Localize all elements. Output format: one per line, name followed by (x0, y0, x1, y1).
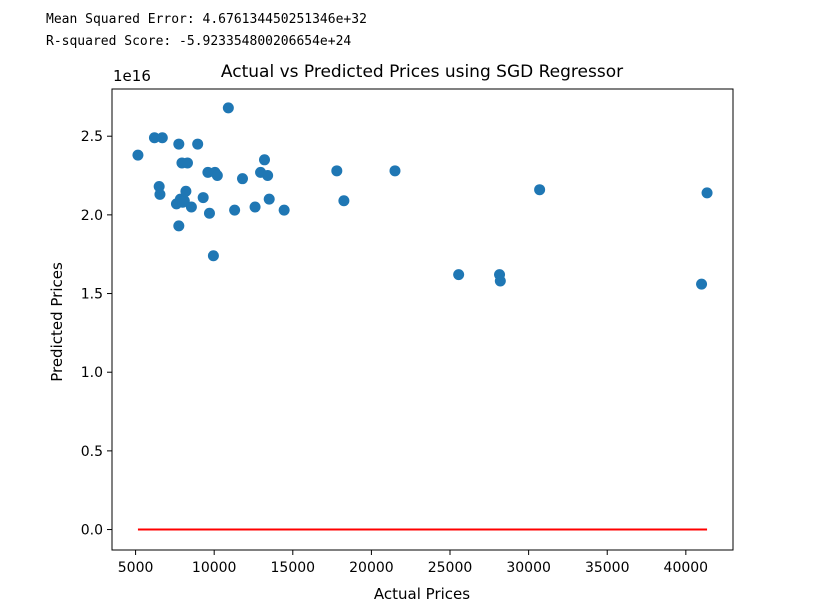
scatter-point (262, 170, 274, 182)
scatter-point (211, 170, 223, 182)
scatter-point (181, 157, 193, 169)
scatter-point (148, 132, 160, 144)
scatter-point (173, 138, 185, 150)
scatter-point (701, 187, 713, 199)
cell-output: Mean Squared Error: 4.676134450251346e+3… (46, 9, 367, 53)
y-tick-label: 0.5 (81, 444, 103, 460)
scatter-point (236, 173, 248, 185)
scatter-point (263, 193, 275, 205)
scatter-point (278, 204, 290, 216)
r2-output-line: R-squared Score: -5.923354800206654e+24 (46, 34, 352, 49)
scatter-point (180, 185, 192, 197)
scatter-point (696, 278, 708, 290)
x-tick-label: 20000 (349, 560, 394, 576)
scatter-point (331, 165, 343, 177)
scatter-point (258, 154, 270, 166)
scatter-point (203, 207, 215, 219)
plot-marks (132, 102, 713, 531)
y-tick-label: 2.5 (81, 129, 103, 145)
x-axis-label: Actual Prices (374, 585, 470, 603)
scatter-point (338, 195, 350, 207)
scatter-point (177, 196, 189, 208)
scatter-point (156, 132, 168, 144)
mse-output-line: Mean Squared Error: 4.676134450251346e+3… (46, 12, 367, 27)
scatter-point (249, 201, 261, 213)
scatter-point (229, 204, 241, 216)
scatter-point (173, 220, 185, 232)
x-tick-label: 10000 (192, 560, 237, 576)
y-tick-label: 1.5 (81, 287, 103, 303)
y-axis-ticks: 0.0 0.5 1.0 1.5 2.0 2.5 (81, 129, 112, 539)
x-tick-label: 5000 (118, 560, 154, 576)
x-tick-label: 25000 (428, 560, 473, 576)
scatter-point (494, 275, 506, 287)
scatter-point (154, 188, 166, 200)
scatter-point (197, 192, 209, 204)
scatter-point (185, 201, 197, 213)
x-tick-label: 15000 (271, 560, 316, 576)
scatter-point (534, 184, 546, 196)
y-tick-label: 2.0 (81, 208, 103, 224)
y-offset-label: 1e16 (113, 67, 151, 85)
x-tick-label: 35000 (585, 560, 630, 576)
y-tick-label: 0.0 (81, 523, 103, 539)
scatter-point (453, 269, 465, 281)
scatter-point (192, 138, 204, 150)
scatter-point (389, 165, 401, 177)
x-tick-label: 30000 (506, 560, 551, 576)
scatter-point (207, 250, 219, 262)
y-axis-label: Predicted Prices (48, 262, 66, 382)
chart-title: Actual vs Predicted Prices using SGD Reg… (221, 62, 623, 82)
scatter-point (132, 149, 144, 161)
y-tick-label: 1.0 (81, 365, 103, 381)
x-axis-ticks: 5000 10000 15000 20000 25000 30000 35000 40000 (118, 550, 708, 576)
x-tick-label: 40000 (664, 560, 709, 576)
scatter-point (222, 102, 234, 114)
plot-frame (111, 88, 734, 551)
